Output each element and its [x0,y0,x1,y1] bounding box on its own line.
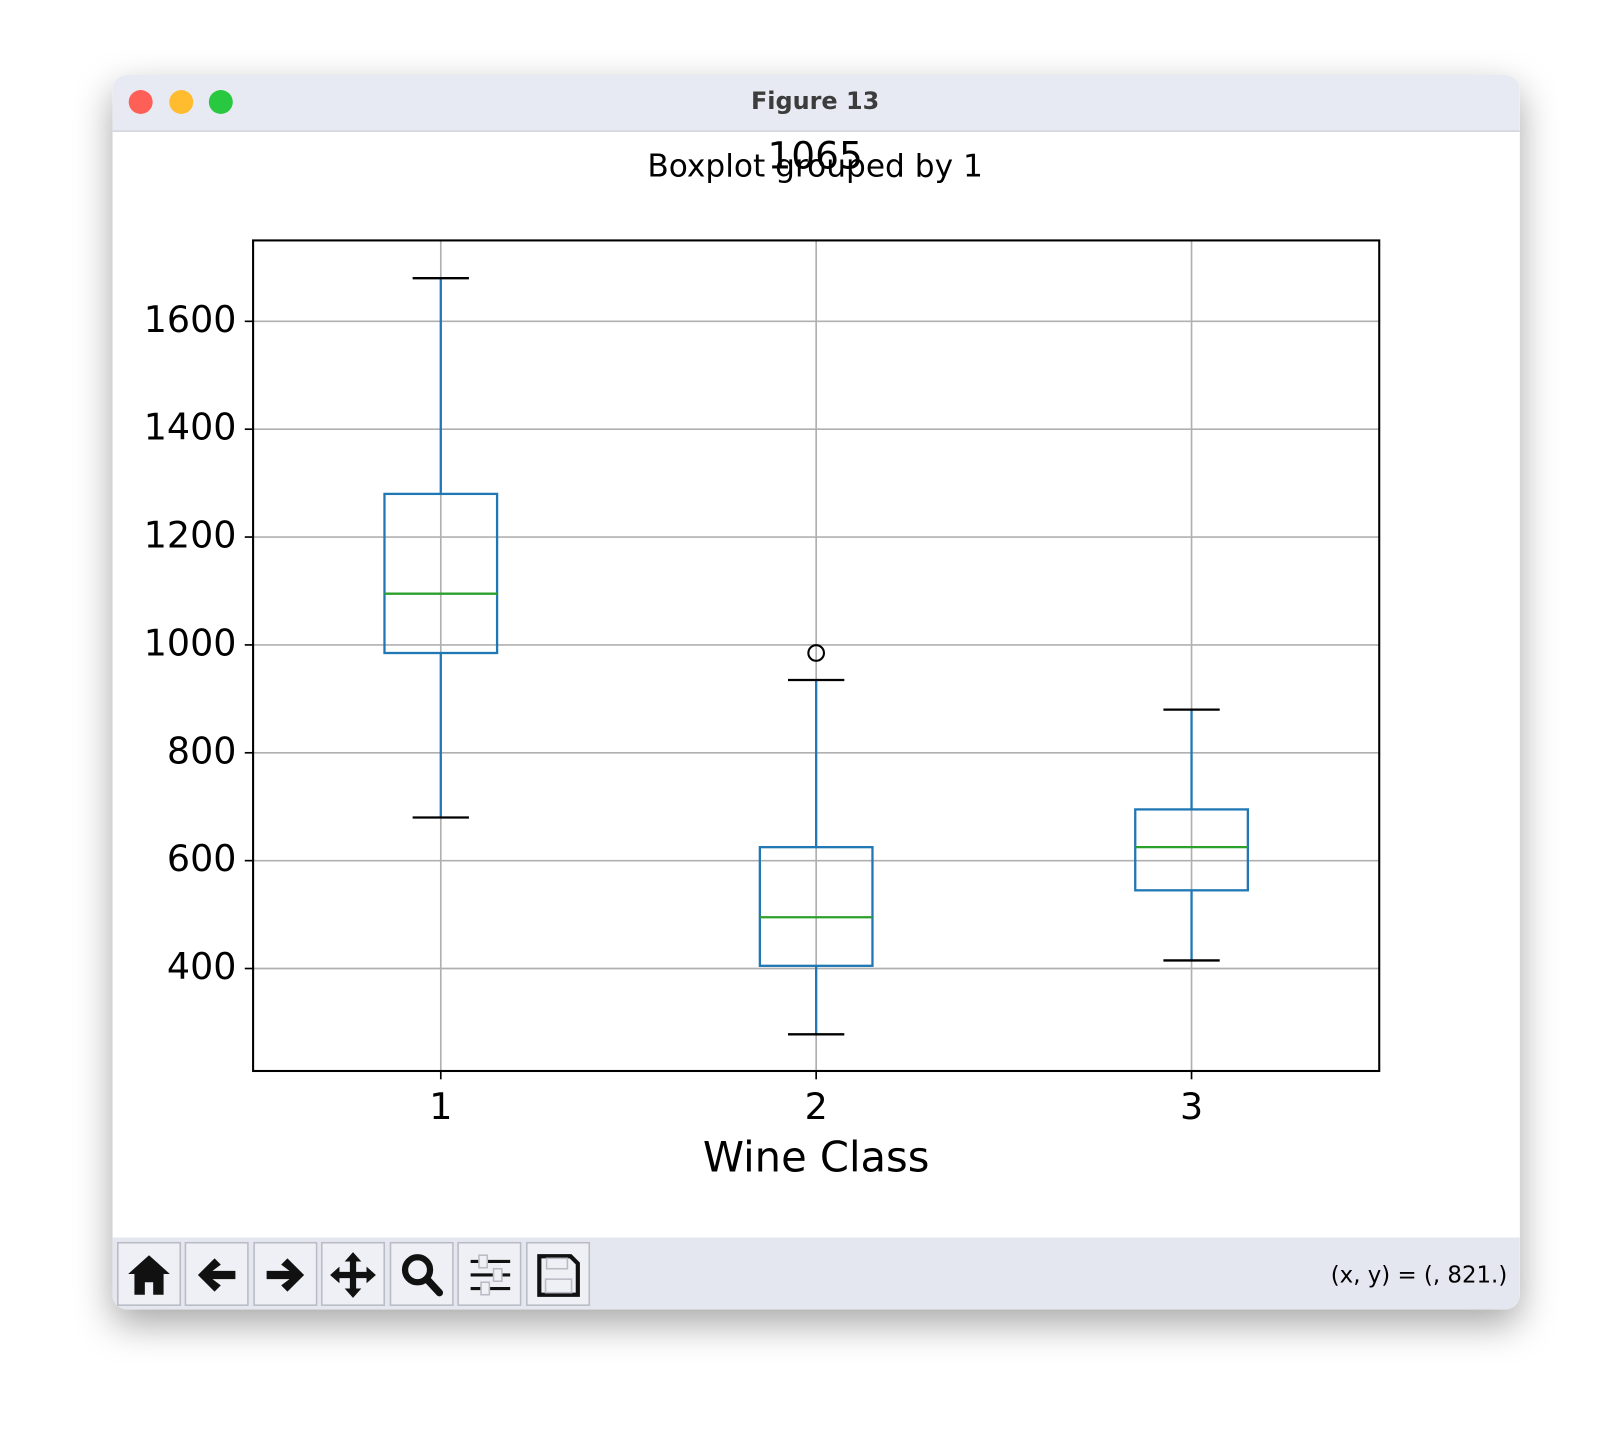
y-tick-label: 1400 [144,406,237,449]
x-tick-label: 2 [805,1085,828,1128]
back-button[interactable] [184,1241,249,1306]
forward-button[interactable] [253,1241,318,1306]
x-tick-label: 1 [429,1085,452,1128]
minimize-button[interactable] [169,90,194,114]
configure-button[interactable] [457,1241,522,1306]
axes-title: 1065 [767,134,862,178]
save-button[interactable] [526,1241,591,1306]
zoom-button[interactable] [208,90,233,114]
box [1134,808,1249,892]
status-text: (x, y) = (, 821.) [1331,1263,1508,1289]
plot-frame [252,239,1381,1073]
y-tick-label: 1000 [144,621,237,664]
suptitle: Boxplot grouped by 1 [647,149,982,185]
chart: 1065 Boxplot grouped by 1 Wine Class 1 2 3… [144,134,1381,1181]
box [383,492,499,655]
pan-button[interactable] [321,1241,386,1306]
title-bar [112,74,1520,132]
box [758,846,874,967]
y-tick-label: 400 [167,945,237,988]
y-tick-label: 600 [167,837,237,880]
home-button[interactable] [117,1241,182,1306]
y-tick-label: 1200 [144,514,237,557]
window-title: Figure 13 [751,87,879,115]
x-axis-label: Wine Class [703,1132,930,1181]
x-tick-label: 3 [1180,1085,1203,1128]
close-button[interactable] [128,90,153,114]
y-tick-label: 800 [167,729,237,772]
zoom-tool-button[interactable] [389,1241,454,1306]
outlier [807,644,826,662]
y-tick-label: 1600 [144,298,237,341]
